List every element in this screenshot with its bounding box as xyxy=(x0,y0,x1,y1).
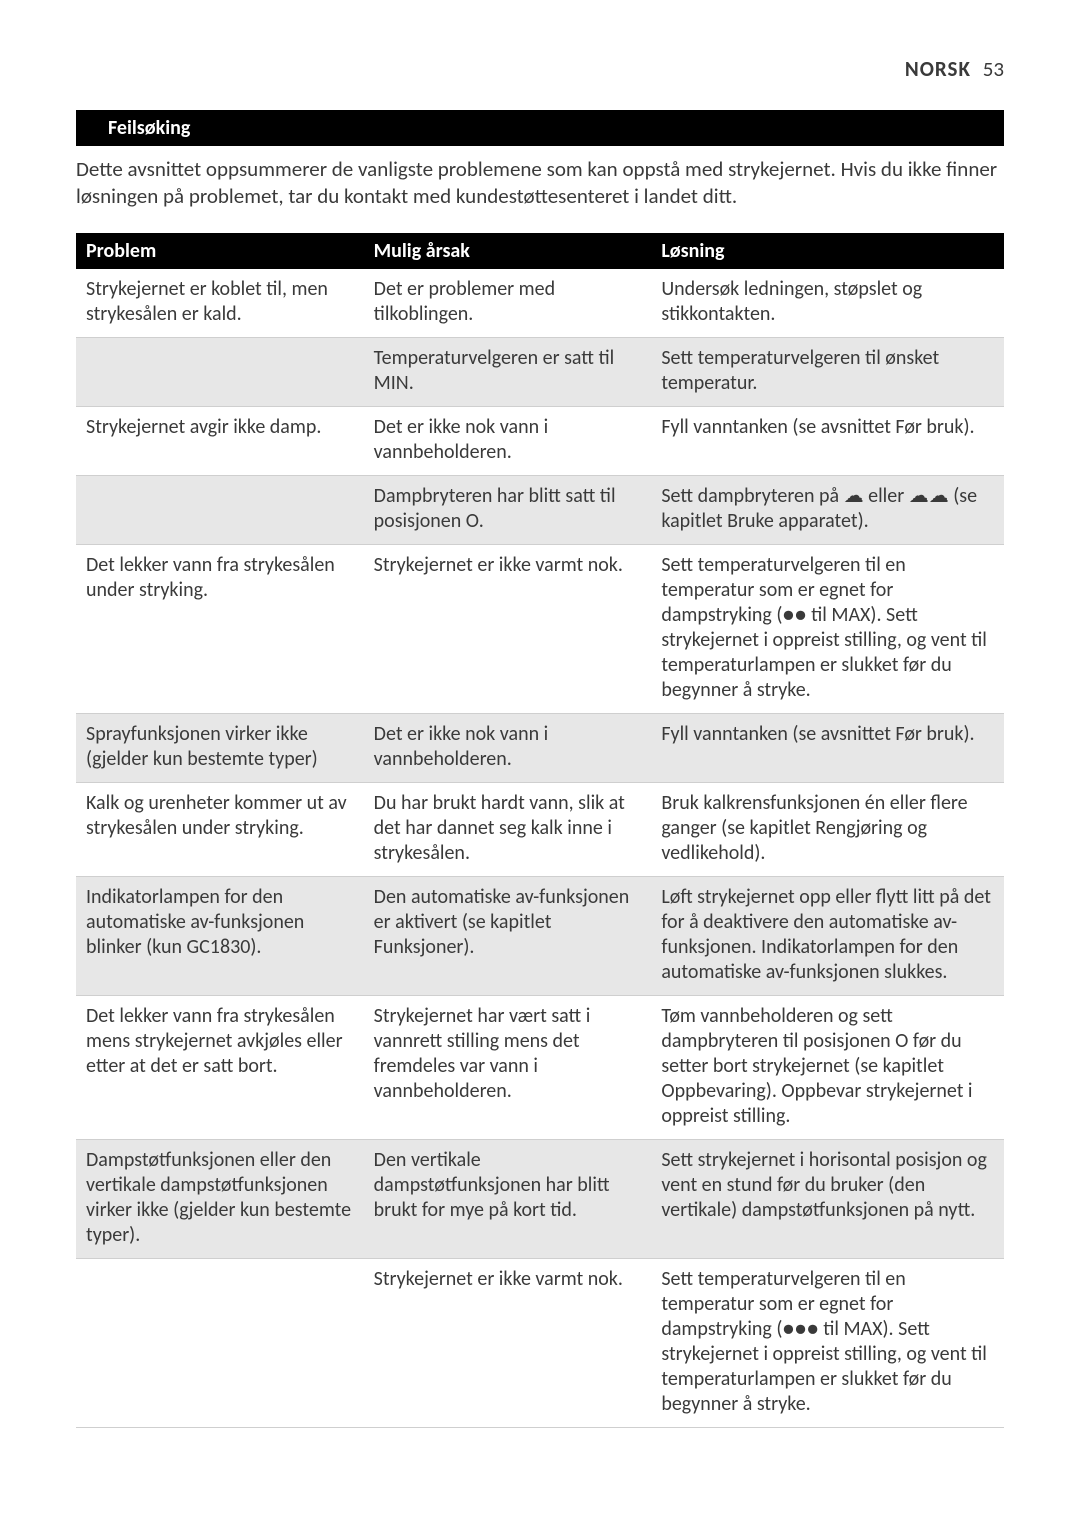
cell-problem: Dampstøtfunksjonen eller den vertikale d… xyxy=(76,1139,364,1258)
cell-cause: Dampbryteren har blitt satt til posisjon… xyxy=(364,475,652,544)
cell-cause: Det er problemer med tilkoblingen. xyxy=(364,269,652,338)
table-row: Det lekker vann fra strykesålen under st… xyxy=(76,544,1004,713)
language-label: NORSK xyxy=(905,56,971,82)
cell-solution: Sett temperaturvelgeren til en temperatu… xyxy=(651,544,1004,713)
table-row: Indikatorlampen for den automatiske av-f… xyxy=(76,876,1004,995)
cell-solution: Fyll vanntanken (se avsnittet Før bruk). xyxy=(651,713,1004,782)
cell-problem xyxy=(76,475,364,544)
col-header-problem: Problem xyxy=(76,233,364,269)
table-row: Dampbryteren har blitt satt til posisjon… xyxy=(76,475,1004,544)
cell-solution: Undersøk ledningen, støpslet og stikkont… xyxy=(651,269,1004,338)
cell-problem: Indikatorlampen for den automatiske av-f… xyxy=(76,876,364,995)
cell-solution: Sett temperaturvelgeren til en temperatu… xyxy=(651,1258,1004,1427)
cell-problem: Strykejernet er koblet til, men strykeså… xyxy=(76,269,364,338)
page-header: NORSK 53 xyxy=(76,56,1004,82)
cell-cause: Det er ikke nok vann i vannbeholderen. xyxy=(364,713,652,782)
cell-solution: Tøm vannbeholderen og sett dampbryteren … xyxy=(651,995,1004,1139)
cell-problem: Sprayfunksjonen virker ikke (gjelder kun… xyxy=(76,713,364,782)
cell-cause: Strykejernet er ikke varmt nok. xyxy=(364,1258,652,1427)
table-row: Dampstøtfunksjonen eller den vertikale d… xyxy=(76,1139,1004,1258)
cell-solution: Løft strykejernet opp eller flytt litt p… xyxy=(651,876,1004,995)
cell-solution: Bruk kalkrensfunksjonen én eller flere g… xyxy=(651,782,1004,876)
cell-cause: Den automatiske av-funksjonen er aktiver… xyxy=(364,876,652,995)
table-row: Sprayfunksjonen virker ikke (gjelder kun… xyxy=(76,713,1004,782)
troubleshooting-table: Problem Mulig årsak Løsning Strykejernet… xyxy=(76,233,1004,1428)
cell-problem: Det lekker vann fra strykesålen under st… xyxy=(76,544,364,713)
cell-solution: Sett dampbryteren på ☁ eller ☁☁ (se kapi… xyxy=(651,475,1004,544)
table-row: Det lekker vann fra strykesålen mens str… xyxy=(76,995,1004,1139)
cell-problem xyxy=(76,337,364,406)
cell-solution: Sett strykejernet i horisontal posisjon … xyxy=(651,1139,1004,1258)
intro-paragraph: Dette avsnittet oppsummerer de vanligste… xyxy=(76,156,1004,211)
cell-cause: Strykejernet er ikke varmt nok. xyxy=(364,544,652,713)
section-title-bar: Feilsøking xyxy=(76,110,1004,146)
col-header-solution: Løsning xyxy=(651,233,1004,269)
cell-problem: Kalk og urenheter kommer ut av strykesål… xyxy=(76,782,364,876)
cell-solution: Sett temperaturvelgeren til ønsket tempe… xyxy=(651,337,1004,406)
cell-cause: Temperaturvelgeren er satt til MIN. xyxy=(364,337,652,406)
cell-cause: Den vertikale dampstøtfunksjonen har bli… xyxy=(364,1139,652,1258)
col-header-cause: Mulig årsak xyxy=(364,233,652,269)
cell-problem xyxy=(76,1258,364,1427)
page-number: 53 xyxy=(983,56,1004,82)
cell-problem: Det lekker vann fra strykesålen mens str… xyxy=(76,995,364,1139)
table-row: Strykejernet avgir ikke damp.Det er ikke… xyxy=(76,406,1004,475)
cell-solution: Fyll vanntanken (se avsnittet Før bruk). xyxy=(651,406,1004,475)
cell-cause: Strykejernet har vært satt i vannrett st… xyxy=(364,995,652,1139)
table-row: Strykejernet er ikke varmt nok.Sett temp… xyxy=(76,1258,1004,1427)
cell-problem: Strykejernet avgir ikke damp. xyxy=(76,406,364,475)
cell-cause: Du har brukt hardt vann, slik at det har… xyxy=(364,782,652,876)
table-row: Strykejernet er koblet til, men strykeså… xyxy=(76,269,1004,338)
cell-cause: Det er ikke nok vann i vannbeholderen. xyxy=(364,406,652,475)
section-title: Feilsøking xyxy=(108,116,190,140)
table-row: Kalk og urenheter kommer ut av strykesål… xyxy=(76,782,1004,876)
table-row: Temperaturvelgeren er satt til MIN.Sett … xyxy=(76,337,1004,406)
table-header-row: Problem Mulig årsak Løsning xyxy=(76,233,1004,269)
